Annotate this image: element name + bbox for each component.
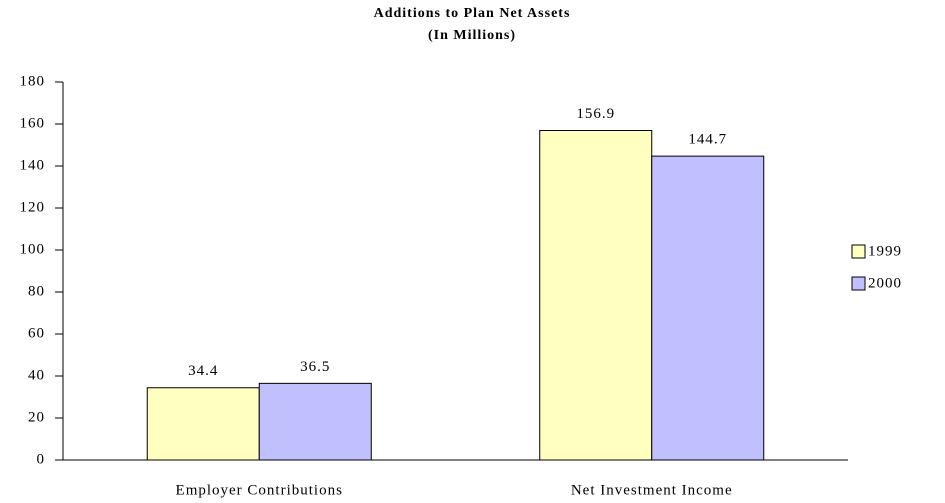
y-tick-label: 120 xyxy=(20,199,46,215)
value-label: 36.5 xyxy=(300,359,330,375)
bar xyxy=(146,387,260,461)
y-tick-label: 80 xyxy=(28,283,45,299)
y-tick-label: 160 xyxy=(20,115,46,131)
x-tick-label: Employer Contributions xyxy=(176,482,343,498)
bar xyxy=(539,130,653,461)
y-tick-label: 40 xyxy=(28,367,45,383)
chart-subtitle: (In Millions) xyxy=(428,28,516,43)
x-tick-label: Net Investment Income xyxy=(571,482,733,498)
y-tick-label: 100 xyxy=(20,241,46,257)
legend-swatch xyxy=(851,244,866,259)
value-label: 144.7 xyxy=(688,132,727,148)
bar xyxy=(651,155,765,461)
legend-label: 2000 xyxy=(868,275,902,291)
y-tick-label: 60 xyxy=(28,325,45,341)
y-tick-label: 180 xyxy=(20,73,46,89)
legend-swatch xyxy=(851,276,866,291)
y-tick-label: 20 xyxy=(28,409,45,425)
legend-label: 1999 xyxy=(868,243,902,259)
value-label: 156.9 xyxy=(576,106,615,122)
bar xyxy=(258,382,372,461)
y-tick-label: 0 xyxy=(37,451,46,467)
value-label: 34.4 xyxy=(188,363,218,379)
y-tick-label: 140 xyxy=(20,157,46,173)
chart-title: Additions to Plan Net Assets xyxy=(374,6,571,21)
